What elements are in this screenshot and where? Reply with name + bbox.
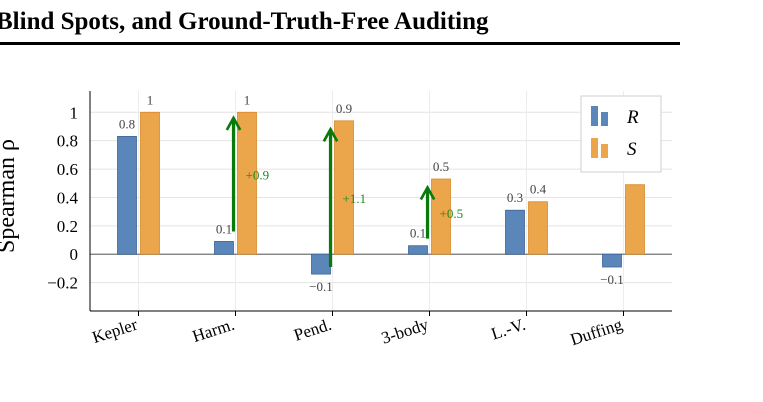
bar-value-label: 0.8 [119, 116, 135, 131]
y-tick-labels: −0.2 0 0.2 0.4 0.6 0.8 1 [47, 103, 78, 292]
y-tick-label: 0.2 [57, 217, 78, 236]
improvement-label: +0.5 [440, 206, 464, 221]
bar-R-l-v- [505, 209, 525, 255]
y-tick-label: 0 [70, 245, 79, 264]
legend-label-S: S [627, 139, 637, 160]
legend-label-R: R [626, 107, 639, 128]
x-tick-label: Harm. [190, 315, 237, 346]
bar-S-duffing [625, 184, 645, 255]
x-tick-label: 3-body [379, 315, 431, 348]
bar-value-label: −0.1 [600, 272, 624, 287]
bar-value-label: 0.1 [216, 221, 232, 236]
y-axis-label: Spearman ρ [0, 139, 20, 253]
value-labels: 0.8 0.1 −0.1 0.1 0.3 −0.1 1 1 0.9 0.5 0.4 [119, 92, 624, 294]
bar-value-label: 0.1 [410, 226, 426, 241]
legend-swatch-S [591, 138, 598, 158]
x-tick-labels: Kepler Harm. Pend. 3-body L.-V. Duffing [90, 315, 625, 350]
improvement-label: +0.9 [246, 168, 270, 183]
y-tick-label: 0.4 [57, 188, 79, 207]
bar-value-label: −0.1 [309, 279, 333, 294]
title-rule [0, 42, 680, 45]
x-tick-label: L.-V. [489, 315, 528, 344]
bar-value-label: 0.3 [507, 190, 523, 205]
y-tick-label: 0.8 [57, 132, 78, 151]
bar-R-kepler [117, 136, 137, 255]
improvement-arrows: +0.9 +1.1 +0.5 [234, 118, 464, 267]
x-tick-label: Pend. [291, 315, 333, 345]
x-tick-label: Duffing [568, 315, 625, 350]
legend-swatch-R [601, 112, 608, 126]
legend: RS [580, 95, 662, 173]
page-title: Blind Spots, and Ground-Truth-Free Audit… [0, 8, 489, 35]
bar-value-label: 0.4 [530, 182, 547, 197]
y-tick-label: −0.2 [47, 274, 78, 293]
legend-swatch-R [591, 106, 598, 126]
legend-swatch-S [601, 144, 608, 158]
bars [117, 111, 645, 275]
y-tick-label: 0.6 [57, 160, 78, 179]
bar-value-label: 1 [244, 92, 251, 107]
bar-S-harm- [237, 111, 257, 255]
bar-R-harm- [214, 241, 234, 255]
bar-value-label: 1 [147, 92, 154, 107]
x-tick-label: Kepler [90, 315, 140, 347]
y-tick-label: 1 [70, 103, 79, 122]
bar-S-kepler [140, 111, 160, 255]
bar-value-label: 0.9 [336, 101, 352, 116]
bar-S-pend- [334, 120, 354, 255]
bar-S-3-body [431, 178, 451, 255]
bar-value-label: 0.5 [433, 159, 449, 174]
axes [89, 91, 672, 316]
bar-R-duffing [602, 253, 622, 268]
bar-S-l-v- [528, 201, 548, 255]
bar-R-3-body [408, 245, 428, 255]
bar-R-pend- [311, 253, 331, 275]
improvement-label: +1.1 [343, 191, 367, 206]
